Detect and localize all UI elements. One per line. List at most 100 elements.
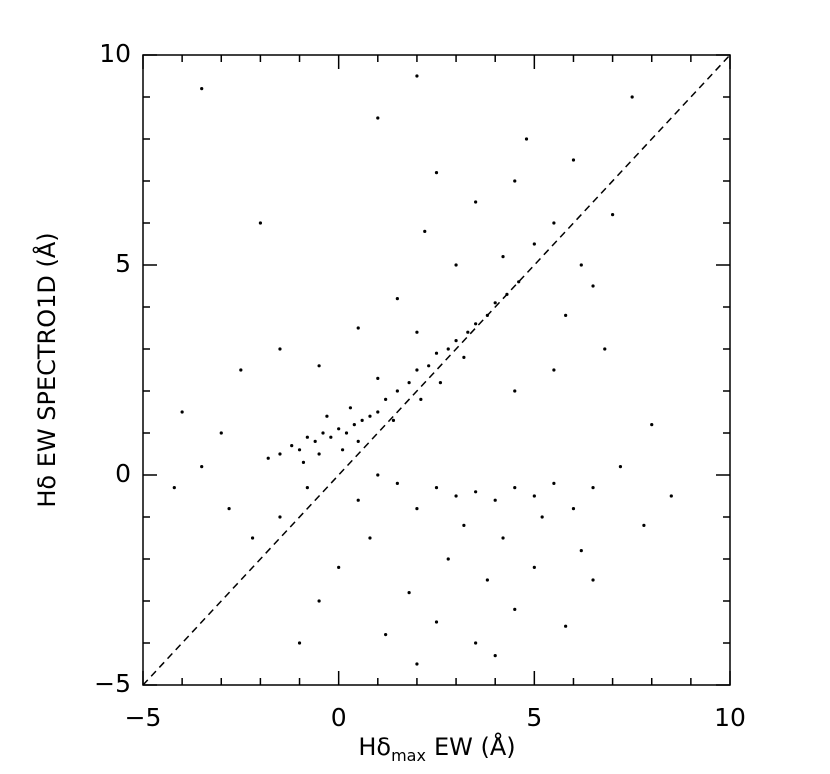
data-point <box>454 263 458 267</box>
data-point <box>297 641 302 645</box>
data-point <box>321 431 325 435</box>
data-point <box>485 578 489 582</box>
data-point <box>368 414 372 418</box>
data-point <box>368 536 372 540</box>
data-point <box>180 410 184 414</box>
data-point <box>266 456 270 460</box>
data-point <box>337 427 341 431</box>
data-point <box>474 322 478 326</box>
data-point <box>384 633 388 637</box>
data-point <box>524 137 529 141</box>
data-point <box>258 221 262 225</box>
data-point <box>415 368 419 372</box>
data-point <box>340 448 345 452</box>
data-point <box>317 364 321 368</box>
data-point <box>505 292 509 296</box>
plot-frame <box>142 54 731 686</box>
data-point <box>571 158 576 162</box>
data-point <box>532 242 536 246</box>
data-point <box>611 213 615 217</box>
data-point <box>419 397 423 401</box>
data-point <box>395 389 399 393</box>
y-tick-label: 10 <box>99 39 131 68</box>
data-point <box>513 389 517 393</box>
data-point <box>376 410 380 414</box>
data-point <box>474 200 478 204</box>
x-tick-label: 0 <box>331 703 347 732</box>
data-point <box>278 347 282 351</box>
data-point <box>501 536 505 540</box>
data-point <box>564 313 568 317</box>
data-point <box>493 498 497 502</box>
data-point <box>348 406 353 410</box>
data-point <box>579 549 583 553</box>
data-point <box>250 536 255 540</box>
data-point <box>650 423 654 427</box>
data-point <box>360 418 364 422</box>
x-axis-label-base: Hδ <box>358 733 391 761</box>
data-point <box>454 339 458 343</box>
data-point <box>454 494 458 498</box>
data-point <box>200 465 204 469</box>
data-point <box>172 486 176 490</box>
data-point <box>552 221 556 225</box>
data-point <box>219 431 223 435</box>
y-tick-label: 5 <box>115 249 131 278</box>
data-point <box>427 364 431 368</box>
data-point <box>434 351 439 355</box>
data-point <box>227 507 231 511</box>
data-point <box>438 381 443 385</box>
data-point <box>517 280 521 284</box>
data-point <box>278 515 282 519</box>
data-point <box>423 229 427 233</box>
data-point <box>376 473 380 477</box>
x-axis-label-rest: EW (Å) <box>434 732 516 761</box>
data-point <box>434 171 439 175</box>
data-point <box>618 465 623 469</box>
data-point <box>669 494 673 498</box>
data-point <box>474 490 478 494</box>
data-point <box>391 418 396 422</box>
data-point <box>239 368 243 372</box>
x-tick-label: −5 <box>125 703 162 732</box>
data-point <box>329 435 333 439</box>
data-point <box>415 330 419 334</box>
x-axis-label-subscript: max <box>391 746 426 765</box>
data-point <box>305 435 309 439</box>
data-point <box>579 263 583 267</box>
data-point <box>278 452 282 456</box>
data-point <box>462 355 466 359</box>
data-point <box>317 599 321 603</box>
data-point <box>466 330 470 334</box>
data-point <box>301 460 306 464</box>
data-point <box>591 486 595 490</box>
data-point <box>485 313 489 317</box>
data-point <box>337 565 341 570</box>
data-point <box>407 381 411 385</box>
data-point <box>474 641 478 645</box>
data-point <box>513 607 517 612</box>
data-point <box>564 624 568 628</box>
data-point <box>591 578 595 582</box>
data-point <box>297 448 302 452</box>
data-point <box>344 431 349 435</box>
data-point <box>513 486 517 490</box>
data-point <box>501 255 505 259</box>
data-point <box>395 297 399 301</box>
data-point <box>446 557 450 561</box>
data-point <box>384 397 388 401</box>
data-point <box>513 179 517 183</box>
data-point <box>552 481 556 485</box>
data-point <box>571 507 576 511</box>
data-point <box>532 565 536 570</box>
y-tick-label: −5 <box>94 669 131 698</box>
data-point <box>376 116 380 120</box>
data-point <box>415 507 419 511</box>
data-point <box>317 452 321 456</box>
x-tick-label: 5 <box>526 703 542 732</box>
data-point <box>434 620 439 624</box>
data-point <box>493 301 497 305</box>
data-point <box>415 74 419 78</box>
